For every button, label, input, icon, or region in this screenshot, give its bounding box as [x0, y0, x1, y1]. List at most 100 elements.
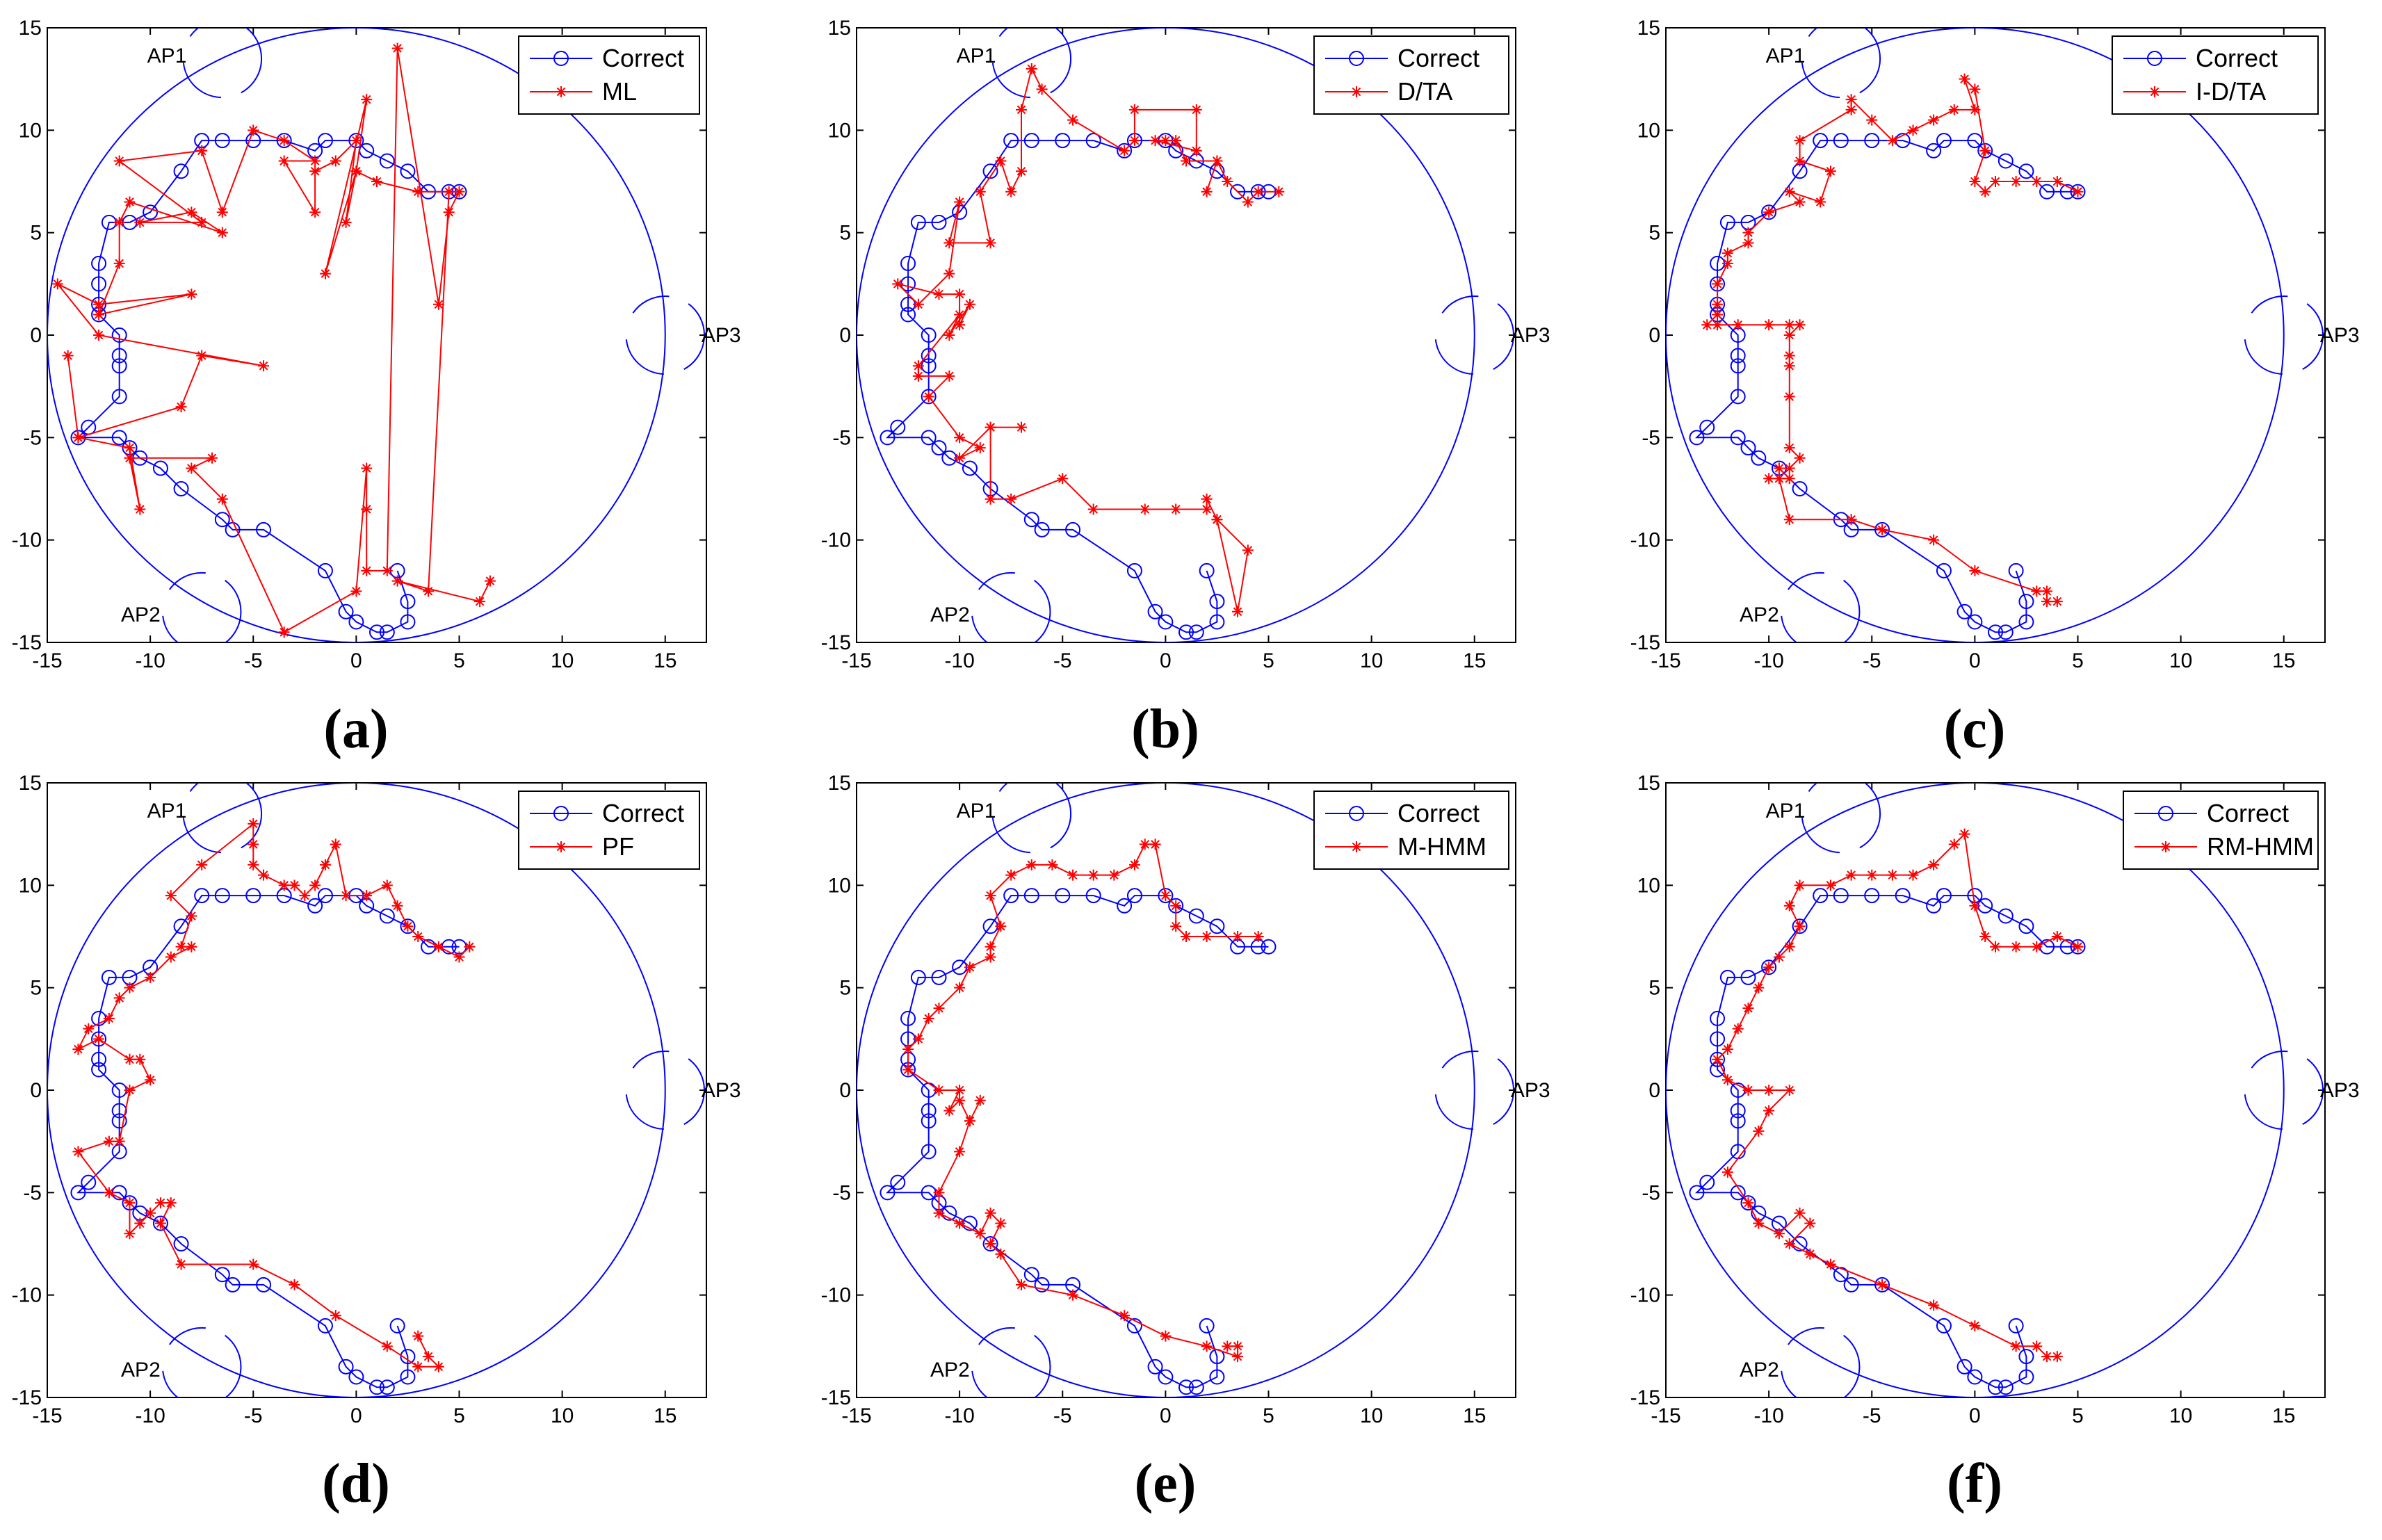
data-point-estimate [319, 268, 331, 279]
data-point-estimate [1877, 524, 1888, 535]
data-point-estimate [2041, 1351, 2053, 1363]
data-point-estimate [954, 982, 966, 994]
legend-label-correct: Correct [1397, 799, 1480, 827]
data-point-estimate [1026, 859, 1037, 870]
data-point-estimate [1742, 1197, 1754, 1209]
data-point-correct [400, 918, 416, 934]
data-point-estimate [1969, 83, 1981, 95]
plot-content [857, 783, 1515, 1397]
data-point-estimate [391, 42, 403, 54]
boundary-circle [1666, 783, 2285, 1397]
data-point-estimate [196, 350, 208, 362]
data-point-estimate [1211, 155, 1223, 167]
data-point-correct [1003, 133, 1019, 149]
x-tick-label: 15 [2272, 649, 2295, 672]
access-point-arc [161, 572, 242, 642]
access-point-label: AP3 [702, 324, 741, 347]
legend-label-estimate: D/TA [1397, 77, 1452, 106]
data-point-estimate [2010, 941, 2022, 953]
data-point-estimate [309, 165, 321, 177]
data-point-correct [921, 348, 937, 364]
panel-caption: (c) [1944, 699, 2006, 760]
data-point-estimate [1794, 196, 1806, 208]
x-tick-label: 0 [1969, 649, 1981, 672]
data-point-estimate [51, 278, 63, 290]
data-point-estimate [1181, 931, 1192, 942]
data-point-correct [276, 133, 292, 149]
data-point-estimate [340, 890, 352, 902]
data-point-correct [1147, 1359, 1163, 1375]
data-point-correct [400, 1369, 416, 1385]
x-tick-label: 10 [1360, 1404, 1383, 1427]
access-point-label: AP1 [1766, 44, 1806, 67]
data-point-correct [348, 133, 364, 149]
data-point-estimate [1783, 941, 1795, 953]
data-point-estimate [1979, 931, 1991, 942]
legend: Correct ML [518, 35, 700, 115]
data-point-correct [921, 1103, 937, 1119]
data-point-estimate [1701, 319, 1713, 331]
data-point-estimate [1712, 298, 1724, 310]
data-point-correct [982, 1236, 998, 1251]
data-point-estimate [1763, 206, 1775, 218]
series-line-correct [1694, 140, 2078, 633]
data-point-estimate [361, 94, 373, 106]
data-point-correct [379, 908, 395, 924]
data-point-correct [921, 430, 937, 446]
data-point-correct [1895, 888, 1911, 904]
data-point-estimate [954, 452, 966, 464]
data-point-estimate [464, 941, 476, 953]
data-point-correct [1085, 888, 1101, 904]
data-point-estimate [1732, 319, 1744, 331]
data-point-estimate [1170, 135, 1182, 147]
data-point-correct [910, 214, 926, 230]
data-point-estimate [319, 859, 331, 870]
data-point-correct [1188, 908, 1204, 924]
data-point-estimate [1783, 360, 1795, 372]
data-point-estimate [1845, 104, 1857, 115]
data-point-estimate [1087, 869, 1099, 881]
data-point-estimate [933, 1207, 945, 1219]
data-point-correct [1710, 1010, 1726, 1026]
data-point-correct [1998, 624, 2014, 640]
data-point-correct [931, 440, 947, 456]
data-point-estimate [1794, 880, 1806, 891]
data-point-correct [921, 1144, 937, 1160]
data-point-correct [1158, 614, 1174, 630]
y-tick-label: -5 [832, 1181, 851, 1204]
data-point-estimate [1969, 900, 1981, 911]
data-point-correct [256, 521, 272, 537]
y-tick-label: 5 [1648, 977, 1660, 1000]
data-point-estimate [412, 186, 424, 197]
y-tick-label: 15 [1637, 17, 1660, 40]
panel-c: -15 -10 -5 0 5 10 15 -15 -10 -5 0 5 10 15 AP1 AP2 AP3 Cor… [1630, 17, 2360, 760]
data-point-estimate [1742, 1085, 1754, 1096]
data-point-correct [2018, 594, 2034, 610]
y-tick-label: -15 [1630, 631, 1660, 654]
data-point-estimate [1979, 186, 1991, 197]
data-point-estimate [134, 1217, 146, 1229]
data-point-estimate [1005, 186, 1017, 197]
data-point-estimate [964, 298, 975, 310]
data-point-estimate [943, 370, 955, 382]
data-point-estimate [1877, 1279, 1888, 1290]
data-point-estimate [216, 206, 228, 218]
data-point-correct [1199, 562, 1215, 578]
y-tick-label: -15 [821, 631, 851, 654]
data-point-estimate [1794, 319, 1806, 331]
data-point-estimate [1783, 330, 1795, 341]
data-point-estimate [1794, 452, 1806, 464]
data-point-correct [1209, 918, 1225, 934]
data-point-correct [1188, 624, 1204, 640]
series-line-correct [1694, 895, 2078, 1388]
x-tick-label: 0 [1969, 1404, 1981, 1427]
data-point-estimate [1783, 900, 1795, 911]
data-point-estimate [954, 1146, 966, 1158]
data-point-correct [173, 1236, 189, 1251]
data-point-estimate [2051, 931, 2063, 942]
y-tick-label: -15 [12, 631, 42, 654]
y-tick-label: 5 [839, 977, 851, 1000]
data-point-correct [1699, 419, 1715, 435]
data-point-estimate [1948, 838, 1960, 850]
data-point-estimate [954, 319, 966, 331]
